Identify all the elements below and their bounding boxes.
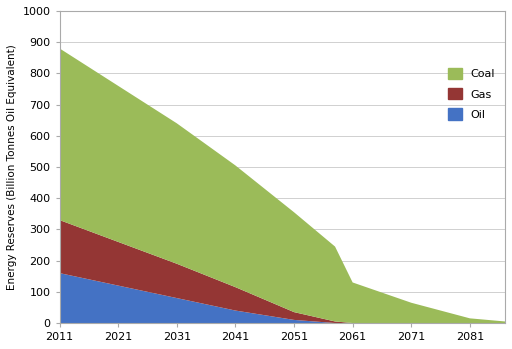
Legend: Coal, Gas, Oil: Coal, Gas, Oil — [444, 63, 500, 124]
Y-axis label: Energy Reserves (Billion Tonnes Oil Equivalent): Energy Reserves (Billion Tonnes Oil Equi… — [7, 44, 17, 290]
